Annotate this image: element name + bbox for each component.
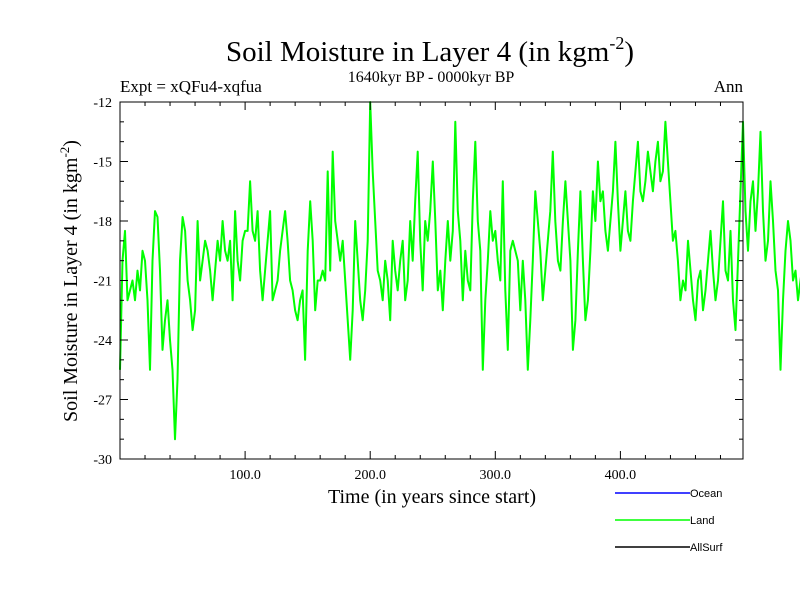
chart-title-superscript: -2 (609, 33, 624, 53)
chart-title: Soil Moisture in Layer 4 (in kgm-2) (226, 33, 634, 68)
x-tick-label: 400.0 (605, 468, 637, 483)
y-tick-label: -15 (93, 156, 112, 171)
chart-title-main: Soil Moisture in Layer 4 (in kgm (226, 36, 610, 68)
y-axis: -30 -27 -24 -21 -18 -15 -12 (93, 96, 743, 468)
y-tick-label: -21 (93, 275, 112, 290)
x-axis: 100.0 200.0 300.0 400.0 (144, 102, 721, 483)
season-label: Ann (714, 77, 744, 96)
y-axis-label-close: ) (60, 140, 82, 147)
chart-subtitle: 1640kyr BP - 0000kyr BP (348, 69, 515, 86)
x-tick-label: 200.0 (354, 468, 386, 483)
y-tick-label: -30 (93, 453, 112, 468)
legend-label-land: Land (690, 515, 714, 527)
y-tick-label: -27 (93, 394, 112, 409)
y-tick-label: -18 (93, 215, 112, 230)
expt-label: Expt = xQFu4-xqfua (120, 77, 262, 96)
series-line-land (119, 101, 800, 441)
chart-title-close: ) (624, 36, 634, 68)
legend: Ocean Land AllSurf (615, 488, 723, 554)
y-tick-label: -24 (93, 334, 112, 349)
plot-lines (119, 101, 800, 441)
x-tick-label: 300.0 (480, 468, 512, 483)
y-axis-label: Soil Moisture in Layer 4 (in kgm-2) (57, 140, 82, 422)
legend-label-ocean: Ocean (690, 488, 722, 500)
y-axis-label-superscript: -2 (57, 147, 72, 158)
y-tick-label: -12 (93, 96, 112, 111)
legend-label-allsurf: AllSurf (690, 542, 723, 554)
y-axis-label-main: Soil Moisture in Layer 4 (in kgm (60, 157, 82, 422)
x-tick-label: 100.0 (229, 468, 261, 483)
x-axis-label: Time (in years since start) (328, 486, 536, 508)
